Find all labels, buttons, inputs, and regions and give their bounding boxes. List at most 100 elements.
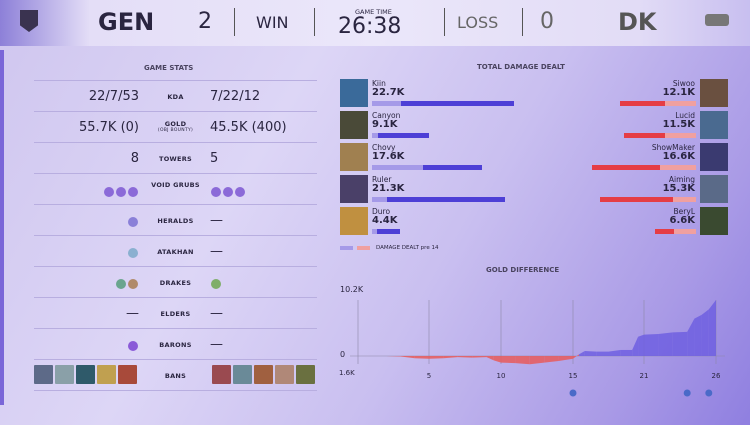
baron-icon	[128, 340, 138, 351]
void-grub-icon	[211, 186, 221, 197]
stat-sublabel: (OBJ BOUNTY)	[157, 128, 194, 133]
gold-diff-area-segment	[701, 309, 709, 356]
damage-bar-total	[401, 101, 514, 106]
gold-diff-area-segment	[620, 349, 633, 356]
void-grub-icon	[223, 186, 233, 197]
team-left-result: WIN	[256, 13, 289, 32]
team-right-name: DK	[618, 8, 657, 36]
ban-champion-portrait	[296, 365, 315, 384]
stat-label: TOWERS	[158, 155, 193, 163]
gold-diff-area-segment	[658, 332, 673, 356]
damage-bar-total	[423, 165, 482, 170]
player-name: Canyon	[372, 111, 401, 120]
x-tick-label: 26	[712, 372, 721, 380]
atakhan-icon	[128, 247, 138, 258]
divider	[234, 8, 235, 36]
stat-right-value: —	[210, 244, 223, 259]
divider	[314, 8, 315, 36]
stat-row-heralds: HERALDS —	[34, 204, 317, 235]
team-left-name: GEN	[98, 8, 155, 36]
stat-right-value: —	[210, 337, 223, 352]
stat-left-value: 55.7K (0)	[78, 120, 139, 135]
gold-diff-area-segment	[584, 351, 597, 356]
player-damage: 15.3K	[662, 183, 695, 194]
ban-champion-portrait	[118, 365, 137, 384]
damage-bar-pre14	[372, 133, 379, 138]
gold-diff-area-segment	[558, 356, 573, 361]
stat-right-value: 5	[210, 151, 219, 166]
player-damage: 17.6K	[372, 151, 405, 162]
ban-champion-portrait	[212, 365, 231, 384]
divider	[444, 8, 445, 36]
stat-right-value: —	[210, 213, 223, 228]
player-portrait	[340, 79, 368, 107]
stat-row-void-grubs: VOID GRUBS	[34, 173, 317, 204]
stat-right-value: 45.5K (400)	[210, 120, 287, 135]
x-tick-label: 21	[640, 372, 649, 380]
damage-bar-pre14	[372, 197, 387, 202]
ban-champion-portrait	[76, 365, 95, 384]
ban-champion-portrait	[55, 365, 74, 384]
y-zero-label: 0	[340, 350, 346, 359]
damage-bar-total	[592, 165, 660, 170]
stat-right-value: —	[210, 306, 223, 321]
player-damage: 6.6K	[669, 215, 695, 226]
x-tick-label: 15	[569, 372, 578, 380]
damage-bar-pre14	[372, 229, 377, 234]
herald-icon	[128, 216, 138, 227]
stat-label: GOLD	[164, 120, 187, 128]
stat-label: HERALDS	[157, 217, 194, 225]
player-portrait	[340, 143, 368, 171]
ban-champion-portrait	[233, 365, 252, 384]
gold-diff-area-segment	[486, 356, 494, 361]
stat-row-atakhan: ATAKHAN —	[34, 235, 317, 266]
gold-diff-area-segment	[501, 356, 516, 364]
gold-diff-area-segment	[386, 356, 401, 357]
stat-row-elders: ELDERS — —	[34, 297, 317, 328]
gold-diff-area-segment	[708, 300, 716, 356]
void-grub-icon	[116, 186, 126, 197]
stat-label: VOID GRUBS	[151, 181, 200, 189]
player-damage: 4.4K	[372, 215, 398, 226]
ocean-drake-icon	[116, 278, 126, 289]
game-time-label: GAME TIME	[355, 8, 392, 16]
player-name: Siwoo	[672, 79, 695, 88]
player-portrait	[700, 111, 728, 139]
stat-row-bans: BANS	[34, 359, 317, 390]
damage-bar-pre14	[674, 229, 696, 234]
damage-bar-pre14	[372, 101, 402, 106]
player-name: Duro	[372, 207, 391, 216]
scoreboard-header: GEN 2 WIN GAME TIME 26:38 LOSS 0 DK	[0, 0, 750, 46]
stat-label: DRAKES	[159, 279, 192, 287]
stat-label: KDA	[167, 93, 184, 101]
atakhan-icon	[683, 389, 691, 397]
damage-bar-total	[624, 133, 665, 138]
player-portrait	[700, 207, 728, 235]
legend-swatch-red	[357, 246, 370, 250]
game-time: 26:38	[338, 14, 402, 39]
damage-bar-pre14	[659, 165, 696, 170]
damage-bar-total	[387, 197, 506, 202]
lck-logo	[705, 14, 729, 26]
gold-diff-area-segment	[596, 351, 609, 356]
y-max-label: 10.2K	[340, 285, 364, 294]
stat-row-barons: BARONS —	[34, 328, 317, 359]
player-damage: 9.1K	[372, 119, 398, 130]
stat-row-towers: TOWERS 8 5	[34, 142, 317, 173]
stat-label: BARONS	[159, 341, 192, 349]
gold-diff-area-segment	[687, 318, 695, 356]
gold-diff-area-segment	[573, 354, 579, 359]
stat-label: ELDERS	[160, 310, 191, 318]
gold-diff-area-segment	[578, 351, 585, 356]
legend-swatch-blue	[340, 246, 353, 250]
herald-icon	[569, 389, 577, 397]
damage-bar-pre14	[664, 133, 696, 138]
player-name: Kiin	[372, 79, 386, 88]
gold-diff-area-segment	[608, 349, 621, 356]
game-stats-panel: GAME STATS KDA 22/7/53 7/22/12 GOLD (OBJ BOU…	[0, 50, 325, 405]
team-right-score: 0	[540, 9, 554, 34]
stat-row-kda: KDA 22/7/53 7/22/12	[34, 80, 317, 111]
stat-left-value: —	[126, 306, 139, 321]
damage-title: TOTAL DAMAGE DEALT	[477, 63, 565, 71]
